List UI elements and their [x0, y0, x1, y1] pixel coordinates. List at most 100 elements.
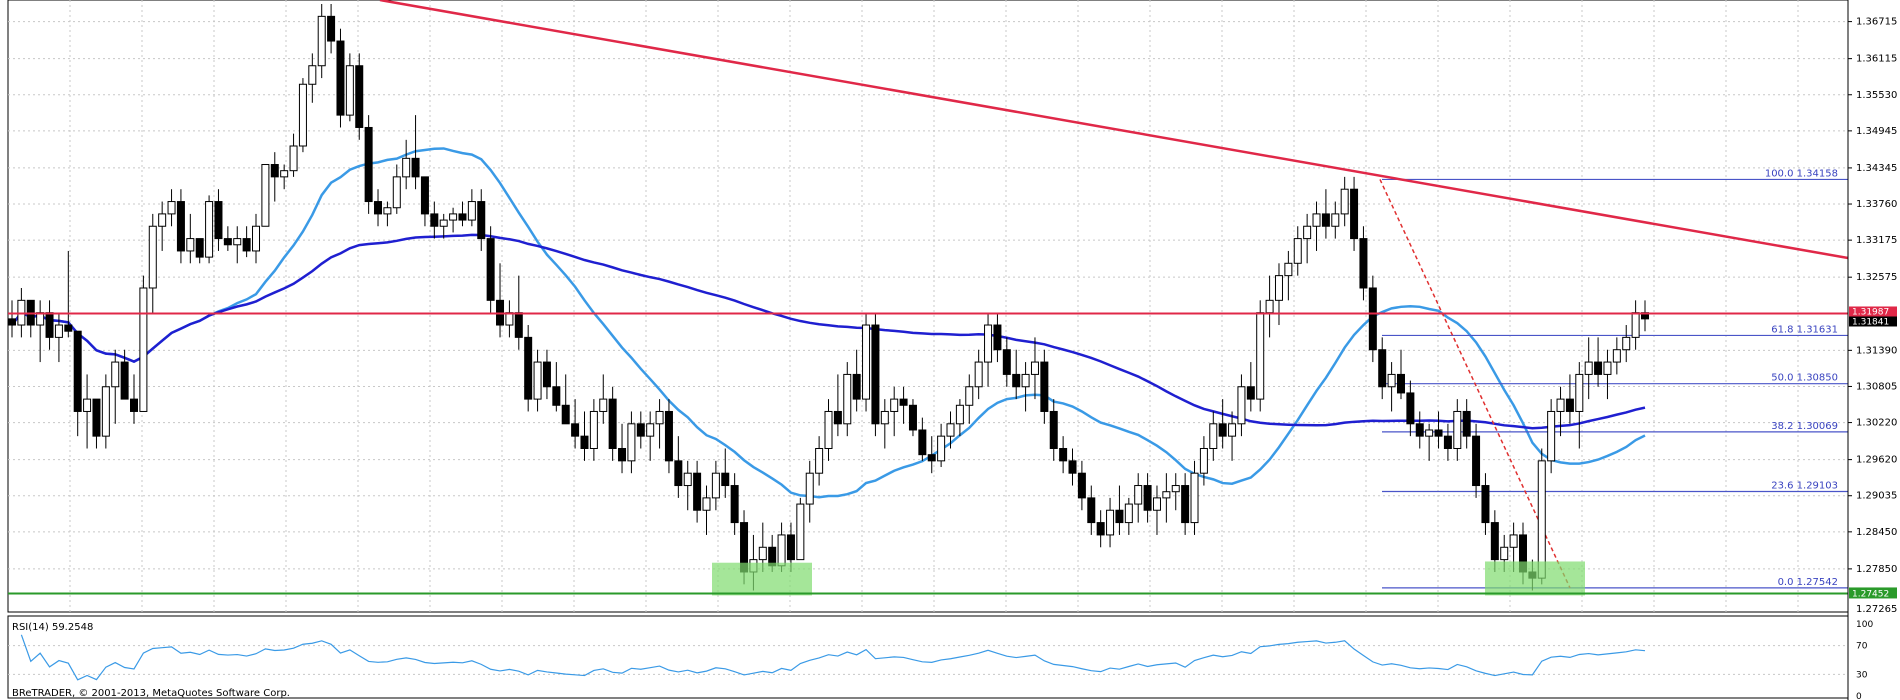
candle-body: [402, 157, 411, 178]
candle-body: [383, 207, 392, 215]
candle-body: [852, 373, 861, 400]
candle-body: [54, 324, 63, 338]
candle-body: [758, 546, 767, 561]
candle-body: [1199, 447, 1208, 474]
candle-body: [1181, 485, 1190, 524]
candle-body: [1040, 361, 1049, 412]
candle-body: [308, 65, 317, 85]
candle-body: [1594, 361, 1603, 375]
price-tick-label: 1.32575: [1856, 272, 1897, 283]
candle-body: [1143, 485, 1152, 511]
candle-body: [1547, 410, 1556, 462]
price-tick-label: 1.27850: [1856, 564, 1897, 575]
candle-body: [430, 213, 439, 227]
support-price-label: 1.27452: [1852, 589, 1889, 599]
candle-body: [1096, 522, 1105, 536]
price-tick-label: 1.35530: [1856, 90, 1897, 101]
rsi-tick-label: 70: [1856, 642, 1868, 652]
candle-body: [1209, 423, 1218, 449]
candle-body: [552, 386, 561, 406]
candle-body: [542, 361, 551, 388]
candle-body: [636, 423, 645, 437]
candle-body: [1509, 534, 1518, 548]
candle-body: [1387, 373, 1396, 388]
price-tick-label: 1.28450: [1856, 527, 1897, 538]
fib-label: 38.2 1.30069: [1771, 421, 1838, 432]
candle-body: [280, 170, 289, 178]
support-zone: [1485, 561, 1585, 596]
rsi-tick-label: 100: [1856, 620, 1873, 630]
candle-body: [233, 238, 242, 246]
candle-body: [1350, 188, 1359, 240]
candle-body: [918, 429, 927, 456]
price-tick-label: 1.29620: [1856, 455, 1897, 466]
candle-body: [1077, 472, 1086, 499]
candle-body: [1396, 373, 1405, 394]
candle-body: [561, 404, 570, 425]
price-tick-label: 1.34945: [1856, 126, 1897, 137]
candle-body: [618, 447, 627, 462]
candle-body: [1453, 410, 1462, 449]
candle-body: [374, 201, 383, 215]
price-tag: [1849, 587, 1897, 599]
candle-body: [1490, 522, 1499, 561]
candle-body: [984, 324, 993, 363]
candle-body: [955, 404, 964, 425]
candle-body: [1237, 386, 1246, 425]
candle-body: [1321, 213, 1330, 227]
candle-body: [862, 324, 871, 400]
candle-body: [486, 238, 495, 301]
price-axis: 1.36715 1.36115 1.35530 1.34945 1.34345 1.337…: [1848, 17, 1897, 615]
candle-body: [1631, 312, 1640, 338]
fib-label: 0.0 1.27542: [1778, 577, 1838, 588]
candle-body: [1152, 497, 1161, 511]
candle-body: [693, 472, 702, 511]
price-tag: [1849, 316, 1897, 327]
candle-body: [674, 460, 683, 487]
candle-body: [83, 398, 92, 412]
candle-body: [1030, 361, 1039, 375]
candle-body: [449, 213, 458, 221]
candle-body: [993, 324, 1002, 351]
candle-body: [101, 386, 110, 437]
candle-body: [880, 410, 889, 425]
fib-label: 50.0 1.30850: [1771, 373, 1838, 384]
candle-body: [833, 410, 842, 425]
rsi-tick-label: 30: [1856, 670, 1868, 680]
candle-body: [1162, 491, 1171, 499]
candle-body: [8, 318, 16, 326]
candle-body: [1134, 485, 1143, 505]
candle-body: [1331, 213, 1340, 227]
candle-body: [64, 324, 73, 332]
candle-body: [1500, 546, 1509, 561]
moving-average-slow: [11, 233, 1646, 430]
candle-body: [327, 15, 336, 42]
candle-body: [477, 201, 486, 240]
candle-body: [439, 219, 448, 227]
candle-body: [1443, 435, 1452, 449]
candle-body: [1246, 386, 1255, 400]
support-zone: [712, 562, 812, 596]
rsi-panel: [7, 615, 1849, 699]
candle-body: [420, 176, 429, 215]
candle-body: [1359, 238, 1368, 289]
candle-body: [1537, 460, 1546, 579]
candle-body: [1481, 485, 1490, 524]
footer-text: BReTRADER, © 2001-2013, MetaQuotes Softw…: [12, 688, 290, 699]
candle-body: [45, 312, 54, 338]
candle-body: [1115, 509, 1124, 524]
candle-body: [1124, 503, 1133, 524]
candle-body: [195, 238, 204, 258]
candle-body: [843, 373, 852, 425]
candle-body: [1462, 410, 1471, 437]
candle-body: [965, 386, 974, 406]
price-tick-label: 1.33175: [1856, 235, 1897, 246]
fib-label: 100.0 1.34158: [1765, 168, 1838, 179]
candle-body: [355, 65, 364, 128]
candle-body: [824, 410, 833, 449]
candle-body: [533, 361, 542, 400]
candle-body: [1265, 299, 1274, 314]
candle-body: [1171, 485, 1180, 493]
candle-body: [411, 157, 420, 178]
candle-body: [336, 40, 345, 116]
